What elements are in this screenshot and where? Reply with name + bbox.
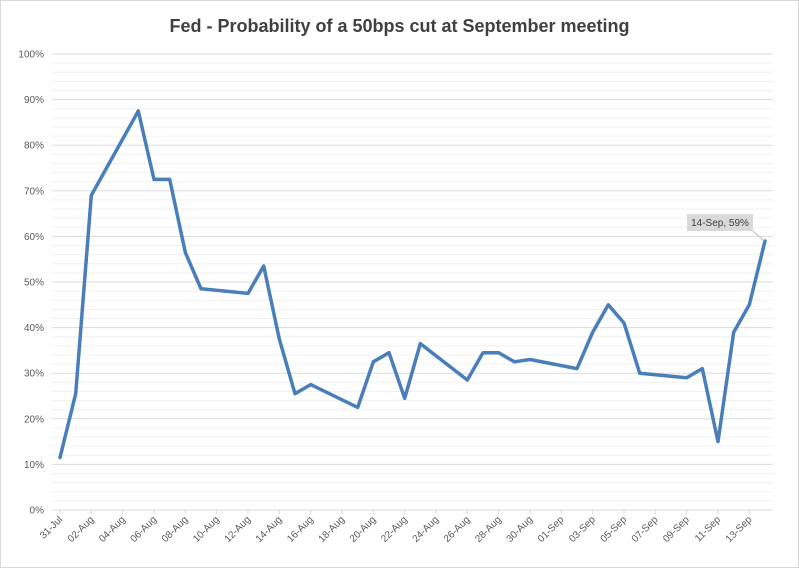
x-tick-label: 28-Aug — [473, 514, 504, 545]
x-tick-label: 22-Aug — [379, 514, 410, 545]
x-tick-label: 20-Aug — [348, 514, 379, 545]
x-tick-label: 14-Aug — [254, 514, 285, 545]
y-tick-label: 70% — [24, 186, 44, 197]
y-tick-label: 80% — [24, 141, 44, 152]
x-tick-label: 04-Aug — [97, 514, 128, 545]
data-callout: 14-Sep, 59% — [687, 213, 764, 241]
x-tick-label: 10-Aug — [191, 514, 222, 545]
x-tick-label: 13-Sep — [724, 514, 755, 545]
series-line — [58, 109, 767, 460]
x-tick-label: 08-Aug — [160, 514, 191, 545]
x-tick-label: 07-Sep — [630, 514, 661, 545]
y-tick-label: 0% — [30, 506, 45, 517]
x-tick-label: 26-Aug — [442, 514, 473, 545]
y-tick-label: 100% — [18, 50, 44, 61]
y-tick-label: 30% — [24, 369, 44, 380]
x-tick-label: 31-Jul — [38, 514, 65, 541]
x-tick-label: 06-Aug — [129, 514, 160, 545]
y-tick-label: 90% — [24, 95, 44, 106]
x-tick-label: 02-Aug — [66, 514, 97, 545]
x-tick-label: 18-Aug — [317, 514, 348, 545]
y-tick-label: 60% — [24, 232, 44, 243]
chart-title: Fed - Probability of a 50bps cut at Sept… — [169, 16, 630, 36]
y-tick-label: 40% — [24, 323, 44, 334]
y-tick-label: 10% — [24, 460, 44, 471]
y-tick-label: 50% — [24, 278, 44, 289]
x-tick-label: 03-Sep — [567, 514, 598, 545]
x-tick-label: 30-Aug — [505, 514, 536, 545]
x-tick-label: 24-Aug — [411, 514, 442, 545]
x-tick-label: 16-Aug — [285, 514, 316, 545]
callout-label: 14-Sep, 59% — [691, 218, 749, 229]
x-tick-label: 12-Aug — [223, 514, 254, 545]
x-tick-label: 09-Sep — [661, 514, 692, 545]
x-tick-label: 11-Sep — [693, 514, 723, 544]
y-tick-label: 20% — [24, 414, 44, 425]
x-tick-label: 01-Sep — [536, 514, 567, 545]
x-tick-label: 05-Sep — [599, 514, 630, 545]
